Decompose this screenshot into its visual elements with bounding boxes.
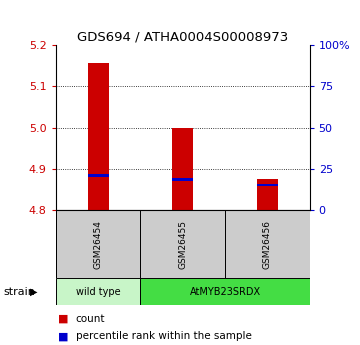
Bar <box>87 63 109 210</box>
Text: GSM26456: GSM26456 <box>263 219 272 269</box>
Text: percentile rank within the sample: percentile rank within the sample <box>76 332 252 341</box>
Bar <box>140 210 225 278</box>
Bar <box>172 128 193 210</box>
Text: strain: strain <box>4 287 36 296</box>
Text: ■: ■ <box>58 314 68 324</box>
Text: wild type: wild type <box>76 287 120 296</box>
Bar <box>87 174 109 177</box>
Text: ▶: ▶ <box>31 287 38 296</box>
Title: GDS694 / ATHA0004S00008973: GDS694 / ATHA0004S00008973 <box>77 31 288 44</box>
Text: GSM26455: GSM26455 <box>178 219 187 269</box>
Text: GSM26454: GSM26454 <box>94 220 103 268</box>
Bar <box>257 179 278 210</box>
Bar <box>140 278 310 305</box>
Text: AtMYB23SRDX: AtMYB23SRDX <box>189 287 261 296</box>
Bar <box>56 278 140 305</box>
Text: ■: ■ <box>58 332 68 341</box>
Text: count: count <box>76 314 105 324</box>
Bar <box>225 210 310 278</box>
Bar <box>257 184 278 186</box>
Bar <box>172 178 193 181</box>
Bar <box>56 210 140 278</box>
